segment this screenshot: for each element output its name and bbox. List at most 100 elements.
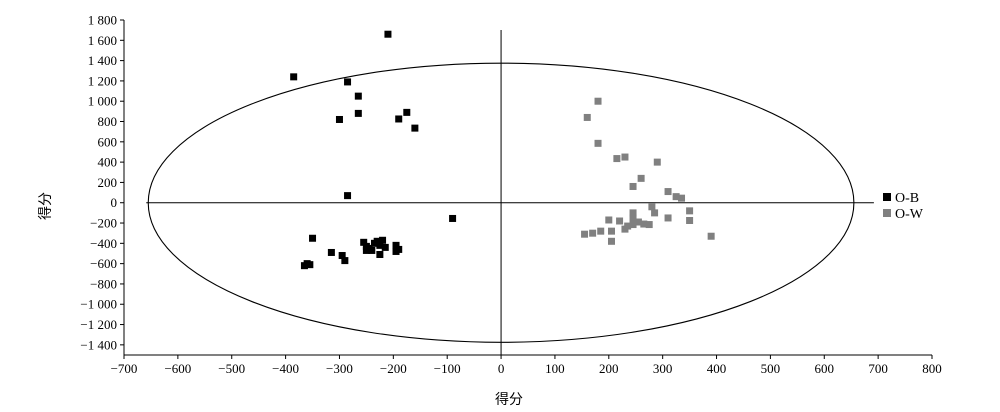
point-o-b-8 — [411, 124, 419, 132]
y-tick-label: 800 — [98, 114, 118, 129]
point-o-b-13 — [306, 261, 314, 269]
point-o-w-0 — [594, 97, 602, 105]
y-tick-label: 1 000 — [88, 94, 117, 109]
point-o-b-16 — [338, 252, 346, 260]
point-o-b-24 — [376, 251, 384, 258]
legend-label-o-w: O-W — [895, 207, 924, 222]
x-tick-label: −400 — [272, 361, 299, 376]
point-o-w-3 — [621, 153, 629, 161]
y-tick-label: −400 — [90, 236, 117, 251]
x-tick-label: 300 — [653, 361, 673, 376]
point-o-b-21 — [368, 246, 376, 254]
data-points — [290, 30, 715, 270]
y-tick-label: −600 — [90, 256, 117, 271]
point-o-w-29 — [581, 230, 589, 238]
point-o-w-18 — [616, 217, 624, 225]
point-o-w-15 — [629, 214, 637, 222]
point-o-b-31 — [373, 237, 381, 245]
y-tick-label: 1 200 — [88, 73, 117, 88]
y-tick-label: −1 400 — [80, 337, 117, 352]
point-o-w-17 — [605, 216, 613, 224]
x-tick-label: 600 — [815, 361, 835, 376]
point-o-w-27 — [597, 227, 605, 235]
legend-marker-o-w — [883, 209, 891, 217]
point-o-b-0 — [384, 30, 392, 38]
y-tick-label: 600 — [98, 134, 118, 149]
x-tick-label: −300 — [326, 361, 353, 376]
x-tick-label: 0 — [498, 361, 505, 376]
legend-label-o-b: O-B — [895, 191, 919, 206]
point-o-b-9 — [344, 192, 352, 200]
point-o-b-4 — [403, 108, 411, 116]
point-o-w-22 — [640, 220, 648, 228]
point-o-w-21 — [629, 221, 637, 229]
point-o-b-23 — [376, 241, 384, 249]
point-o-w-14 — [629, 209, 637, 217]
point-o-b-30 — [362, 246, 370, 254]
x-tick-label: 700 — [868, 361, 888, 376]
point-o-b-3 — [354, 92, 362, 100]
x-tick-label: −500 — [218, 361, 245, 376]
y-tick-label: 0 — [111, 195, 118, 210]
point-o-w-20 — [634, 218, 642, 226]
point-o-w-16 — [664, 214, 672, 222]
point-o-w-5 — [653, 158, 661, 166]
y-axis-title: 得分 — [37, 192, 54, 220]
x-tick-label: −600 — [164, 361, 191, 376]
point-o-b-10 — [449, 214, 457, 222]
point-o-w-4 — [613, 155, 621, 163]
point-o-w-28 — [589, 229, 597, 237]
y-tick-label: −800 — [90, 276, 117, 291]
confidence-ellipse — [147, 62, 855, 343]
x-tick-label: −100 — [434, 361, 461, 376]
y-tick-label: 200 — [98, 175, 118, 190]
point-o-b-25 — [379, 236, 387, 244]
x-axis-title: 得分 — [495, 391, 523, 408]
point-o-w-2 — [594, 139, 602, 147]
x-tick-label: 100 — [545, 361, 565, 376]
point-o-w-26 — [607, 227, 615, 235]
point-o-w-9 — [672, 193, 680, 201]
point-o-b-7 — [395, 115, 403, 123]
point-o-b-26 — [381, 243, 389, 251]
confidence-ellipse-layer — [147, 62, 855, 343]
x-tick-labels: −700 −600 −500 −400 −300 −200 −100 0 100 200 300 40… — [111, 361, 942, 376]
point-o-b-17 — [341, 257, 349, 265]
point-o-b-15 — [327, 248, 335, 256]
point-o-w-12 — [686, 207, 694, 215]
point-o-w-13 — [651, 209, 659, 217]
point-o-b-1 — [290, 73, 298, 81]
x-tick-label: −700 — [111, 361, 138, 376]
x-tick-label: −200 — [380, 361, 407, 376]
point-o-b-27 — [392, 241, 400, 249]
point-o-b-18 — [360, 238, 368, 246]
zero-lines — [146, 30, 874, 355]
x-tick-label: 800 — [922, 361, 942, 376]
y-tick-label: 1 800 — [88, 13, 117, 28]
x-tick-label: 500 — [761, 361, 781, 376]
y-tick-labels: −1 400 −1 200 −1 000 −800 −600 −400 −200 0 200 40… — [80, 13, 117, 353]
point-o-w-8 — [664, 188, 672, 196]
legend-marker-o-b — [883, 193, 891, 201]
point-o-w-11 — [648, 203, 656, 211]
legend: O-BO-W — [883, 191, 924, 222]
point-o-b-6 — [335, 115, 343, 123]
axes — [120, 19, 933, 359]
point-o-w-25 — [621, 225, 629, 233]
point-o-w-23 — [645, 221, 653, 229]
point-o-w-6 — [637, 174, 645, 182]
point-o-w-10 — [678, 194, 686, 202]
point-o-b-12 — [300, 262, 308, 270]
y-tick-label: 1 600 — [88, 33, 117, 48]
x-tick-label: 200 — [599, 361, 619, 376]
y-tick-label: −200 — [90, 216, 117, 231]
y-tick-label: −1 000 — [80, 297, 117, 312]
point-o-w-7 — [629, 182, 637, 190]
point-o-w-1 — [583, 113, 591, 121]
point-o-w-30 — [707, 232, 715, 240]
y-tick-label: −1 200 — [80, 317, 117, 332]
point-o-b-2 — [344, 78, 352, 86]
y-tick-label: 1 400 — [88, 53, 117, 68]
point-o-b-5 — [354, 109, 362, 117]
